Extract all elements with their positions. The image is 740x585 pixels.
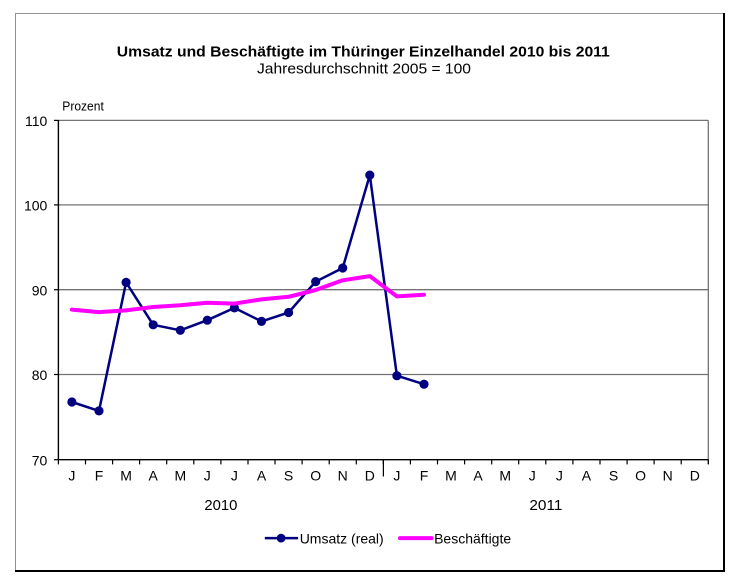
svg-text:N: N: [663, 468, 673, 484]
svg-text:D: D: [365, 468, 375, 484]
svg-text:Prozent: Prozent: [62, 99, 104, 114]
svg-text:J: J: [204, 468, 211, 484]
svg-text:80: 80: [32, 367, 48, 383]
svg-text:Jahresdurchschnitt 2005 = 100: Jahresdurchschnitt 2005 = 100: [257, 61, 471, 78]
svg-text:F: F: [420, 468, 429, 484]
svg-text:J: J: [556, 468, 563, 484]
svg-text:70: 70: [32, 452, 48, 468]
svg-text:Umsatz und Beschäftigte im Thü: Umsatz und Beschäftigte im Thüringer Ein…: [117, 44, 610, 61]
svg-text:90: 90: [32, 282, 48, 298]
svg-text:J: J: [231, 468, 238, 484]
svg-text:M: M: [499, 468, 511, 484]
svg-text:D: D: [690, 468, 700, 484]
svg-text:Beschäftigte: Beschäftigte: [434, 531, 511, 547]
svg-text:S: S: [609, 468, 618, 484]
svg-text:J: J: [529, 468, 536, 484]
svg-text:O: O: [635, 468, 646, 484]
svg-text:A: A: [257, 468, 267, 484]
svg-text:F: F: [95, 468, 104, 484]
svg-text:N: N: [338, 468, 348, 484]
svg-text:O: O: [310, 468, 321, 484]
svg-text:A: A: [149, 468, 159, 484]
svg-text:S: S: [284, 468, 293, 484]
svg-text:M: M: [120, 468, 132, 484]
svg-text:110: 110: [25, 113, 48, 129]
svg-text:M: M: [174, 468, 186, 484]
svg-text:2010: 2010: [204, 497, 237, 514]
svg-text:M: M: [445, 468, 457, 484]
svg-text:J: J: [68, 468, 75, 484]
svg-text:A: A: [473, 468, 483, 484]
svg-text:2011: 2011: [529, 497, 562, 514]
svg-text:Umsatz (real): Umsatz (real): [300, 531, 384, 547]
svg-text:J: J: [393, 468, 400, 484]
svg-text:A: A: [582, 468, 592, 484]
svg-text:100: 100: [24, 198, 48, 214]
